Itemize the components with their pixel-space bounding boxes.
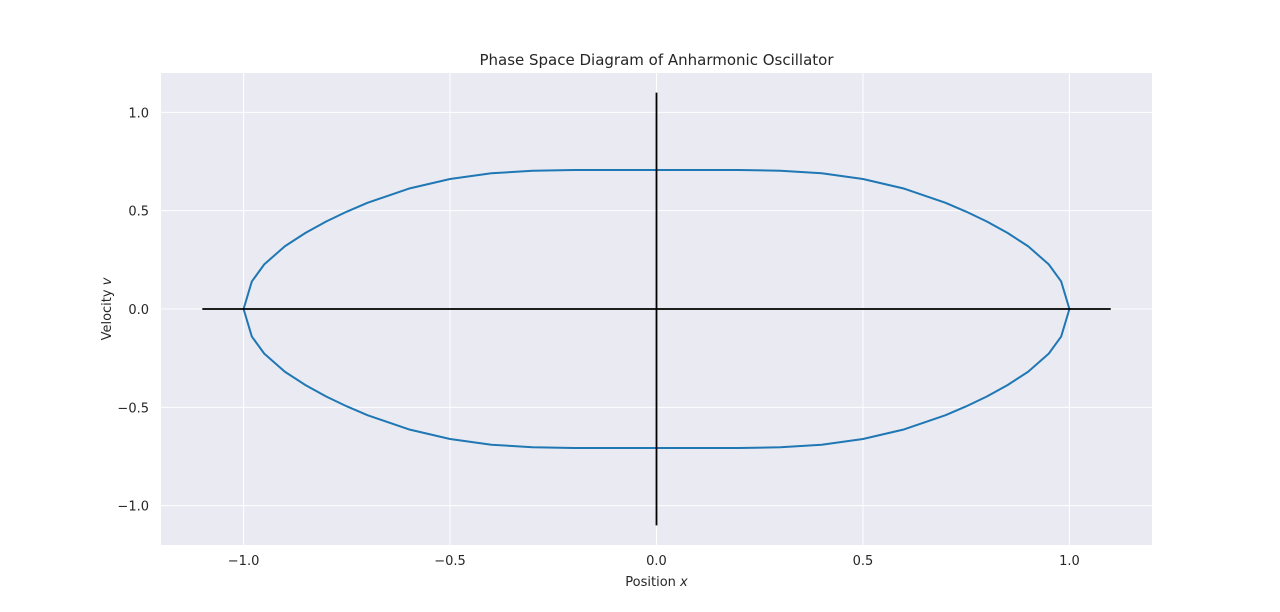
y-tick-label: 0.0 xyxy=(128,303,149,318)
y-tick-label: 0.5 xyxy=(128,205,149,220)
y-tick-label: 1.0 xyxy=(128,106,149,121)
x-axis-label-var: x xyxy=(679,575,688,590)
y-tick-label: −1.0 xyxy=(117,500,149,515)
x-tick-label: −0.5 xyxy=(434,554,466,569)
y-axis-label-text: Velocity xyxy=(100,289,115,340)
y-tick-labels: −1.0 −0.5 0.0 0.5 1.0 xyxy=(117,106,149,514)
chart-title: Phase Space Diagram of Anharmonic Oscill… xyxy=(479,51,834,69)
x-tick-label: 0.0 xyxy=(646,554,667,569)
x-tick-label: −1.0 xyxy=(228,554,260,569)
y-axis-label-var: v xyxy=(100,277,115,285)
x-axis-label-text: Position xyxy=(625,575,676,590)
x-tick-label: 1.0 xyxy=(1059,554,1080,569)
y-tick-label: −0.5 xyxy=(117,401,149,416)
y-axis-label: Velocity v xyxy=(100,277,115,340)
x-tick-label: 0.5 xyxy=(853,554,874,569)
x-axis-label: Position x xyxy=(625,575,688,590)
reference-lines xyxy=(202,92,1111,526)
x-tick-labels: −1.0 −0.5 0.0 0.5 1.0 xyxy=(228,554,1080,569)
